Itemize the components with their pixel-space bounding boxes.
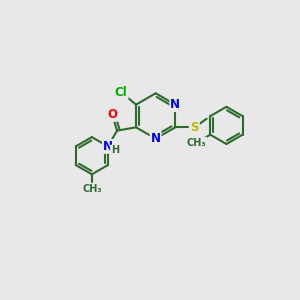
Text: CH₃: CH₃ (82, 184, 102, 194)
Text: N: N (103, 140, 113, 153)
Text: S: S (190, 121, 199, 134)
Text: CH₃: CH₃ (187, 138, 206, 148)
Text: O: O (107, 108, 117, 121)
Text: N: N (170, 98, 180, 111)
Text: H: H (111, 146, 119, 155)
Text: Cl: Cl (115, 86, 128, 99)
Text: N: N (151, 132, 161, 145)
